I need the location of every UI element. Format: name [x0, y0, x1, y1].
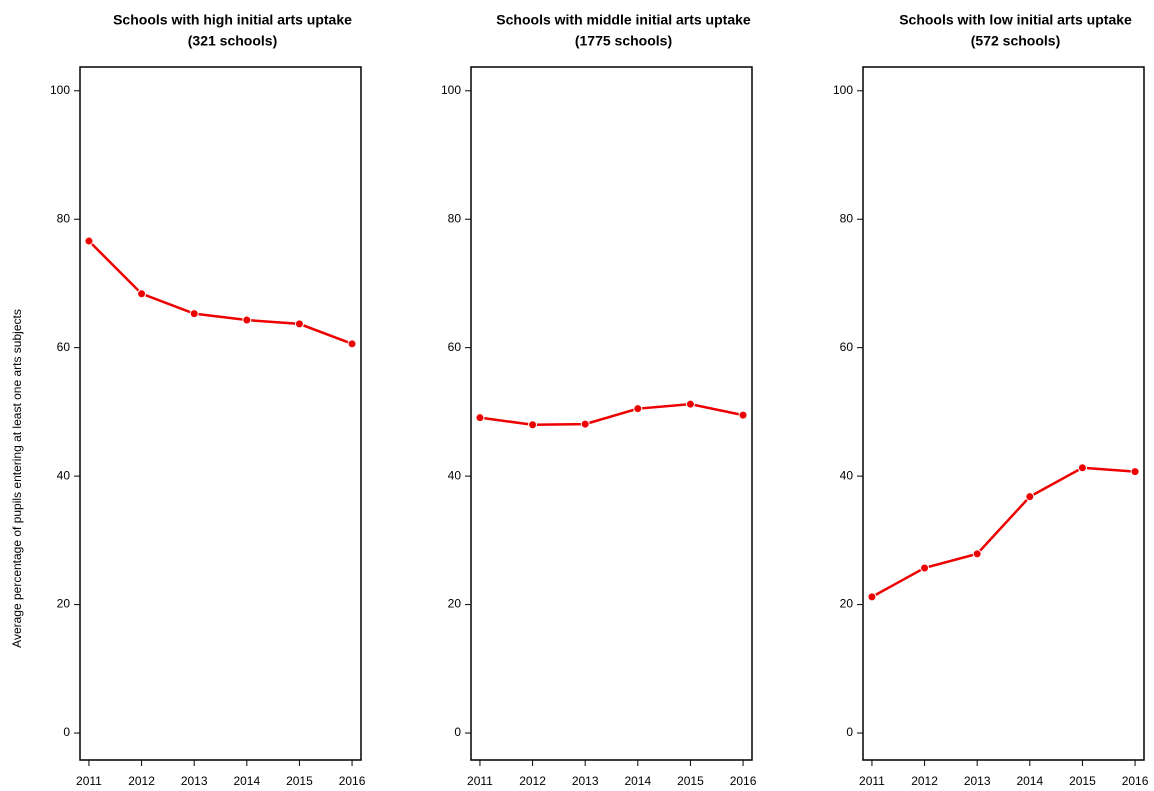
panel-subtitle: (321 schools) [188, 33, 277, 49]
y-tick-label: 80 [840, 211, 854, 225]
y-tick-label: 80 [57, 211, 71, 225]
y-tick-label: 80 [448, 211, 462, 225]
data-point [347, 339, 357, 349]
y-tick-label: 60 [448, 340, 462, 354]
x-tick-label: 2012 [911, 774, 938, 788]
data-point [84, 236, 94, 246]
x-tick-label: 2013 [964, 774, 991, 788]
data-point [580, 419, 590, 429]
panel-title: Schools with high initial arts uptake [113, 12, 352, 28]
panel-subtitle: (1775 schools) [575, 33, 672, 49]
series-line [871, 466, 1136, 598]
y-tick-label: 20 [448, 597, 462, 611]
x-tick-label: 2012 [519, 774, 546, 788]
data-point [1130, 467, 1140, 477]
y-tick-label: 0 [454, 725, 461, 739]
data-point [242, 315, 252, 325]
y-tick-label: 40 [448, 468, 462, 482]
x-tick-label: 2014 [1016, 774, 1043, 788]
x-tick-label: 2014 [624, 774, 651, 788]
x-tick-label: 2016 [1122, 774, 1149, 788]
x-tick-label: 2015 [286, 774, 313, 788]
x-tick-label: 2012 [128, 774, 155, 788]
x-tick-label: 2014 [233, 774, 260, 788]
data-point [920, 563, 930, 573]
data-point [972, 549, 982, 559]
data-point [189, 309, 199, 319]
series-line [88, 240, 353, 345]
y-tick-label: 20 [57, 597, 71, 611]
data-point [528, 420, 538, 430]
data-point [738, 410, 748, 420]
y-tick-label: 100 [441, 83, 461, 97]
x-tick-label: 2011 [859, 774, 885, 788]
data-point [137, 289, 147, 299]
data-point [294, 319, 304, 329]
x-tick-label: 2016 [339, 774, 366, 788]
y-tick-label: 20 [840, 597, 854, 611]
data-point [633, 404, 643, 414]
x-tick-label: 2013 [572, 774, 599, 788]
plot-frame [862, 66, 1145, 761]
y-tick-label: 60 [57, 340, 71, 354]
x-tick-label: 2011 [76, 774, 102, 788]
y-tick-label: 40 [57, 468, 71, 482]
plot-frame [79, 66, 362, 761]
panel-title: Schools with middle initial arts uptake [496, 12, 751, 28]
panel-title: Schools with low initial arts uptake [899, 12, 1132, 28]
x-tick-label: 2015 [1069, 774, 1096, 788]
y-tick-label: 0 [63, 725, 70, 739]
y-tick-label: 60 [840, 340, 854, 354]
data-point [1077, 463, 1087, 473]
x-tick-label: 2013 [181, 774, 208, 788]
x-tick-label: 2011 [467, 774, 493, 788]
y-tick-label: 100 [50, 83, 70, 97]
data-point [685, 399, 695, 409]
x-tick-label: 2015 [677, 774, 704, 788]
plot-frame [470, 66, 753, 761]
data-point [867, 592, 877, 602]
data-point [1025, 492, 1035, 502]
panel-subtitle: (572 schools) [971, 33, 1060, 49]
x-tick-label: 2016 [730, 774, 757, 788]
series-line [479, 402, 744, 426]
y-tick-label: 40 [840, 468, 854, 482]
data-point [475, 413, 485, 423]
y-tick-label: 100 [833, 83, 853, 97]
y-tick-label: 0 [846, 725, 853, 739]
y-axis-label: Average percentage of pupils entering at… [10, 309, 24, 648]
